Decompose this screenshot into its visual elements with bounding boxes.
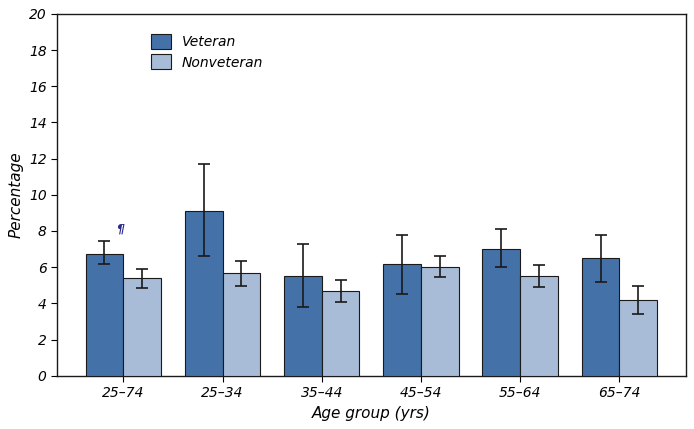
Bar (85, 254, 124, 376)
Bar (482, 249, 520, 376)
Bar (185, 211, 223, 376)
Bar (582, 258, 619, 376)
X-axis label: Age group (yrs): Age group (yrs) (312, 406, 431, 421)
Text: ¶: ¶ (117, 223, 124, 236)
Bar (322, 291, 359, 376)
Bar (421, 267, 459, 376)
Bar (383, 263, 421, 376)
Bar (284, 276, 322, 376)
Legend: Veteran, Nonveteran: Veteran, Nonveteran (146, 28, 269, 75)
Bar (520, 276, 558, 376)
Bar (124, 278, 161, 376)
Y-axis label: Percentage: Percentage (8, 151, 24, 238)
Bar (619, 300, 657, 376)
Bar (223, 272, 260, 376)
